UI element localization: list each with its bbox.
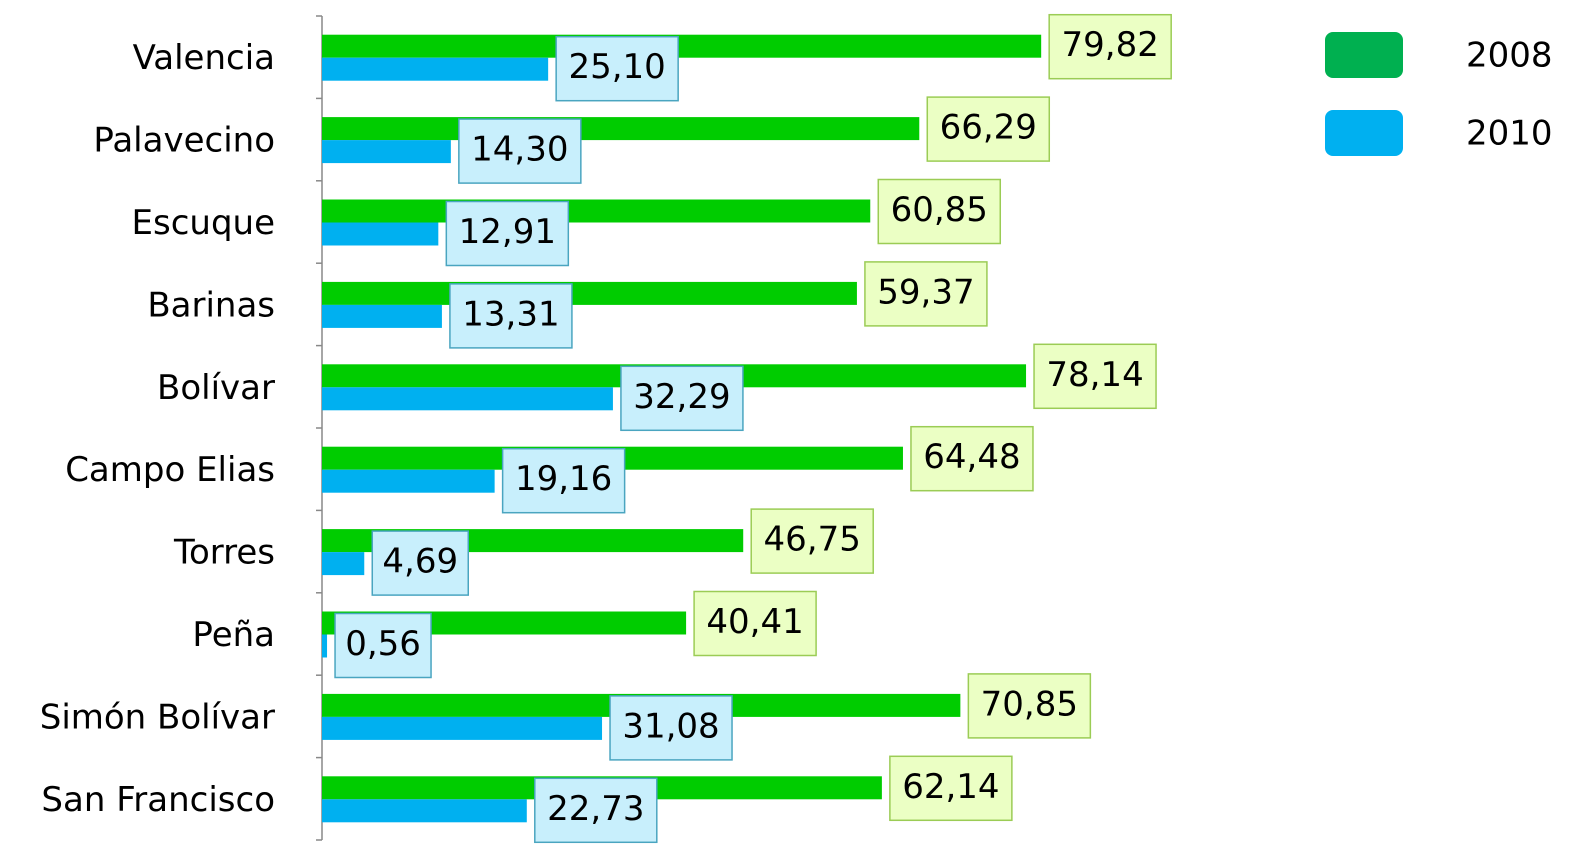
bar (322, 552, 365, 576)
category-label: Escuque (132, 203, 276, 243)
value-label: 70,85 (981, 684, 1078, 724)
category-label: San Francisco (41, 780, 275, 820)
value-label-box (534, 777, 658, 844)
value-label: 12,91 (459, 212, 556, 252)
category-label: Valencia (133, 38, 275, 78)
bar (322, 222, 439, 246)
category-label: Bolívar (157, 368, 275, 408)
category-label: Barinas (147, 285, 275, 325)
value-label-box (1033, 343, 1157, 410)
value-label-box (1048, 13, 1172, 80)
value-label-box (501, 447, 626, 514)
category-label: Palavecino (93, 121, 275, 161)
value-label: 32,29 (633, 377, 730, 417)
value-label-box (620, 365, 744, 432)
category-label: Campo Elias (65, 450, 275, 490)
value-label-box (967, 673, 1092, 739)
bar (322, 117, 920, 141)
value-label-box (555, 35, 679, 102)
value-label: 62,14 (902, 767, 999, 807)
bar (322, 387, 613, 411)
value-label: 79,82 (1062, 25, 1159, 65)
value-label: 46,75 (764, 520, 861, 560)
category-label: Simón Bolívar (40, 697, 275, 737)
bar (322, 304, 442, 328)
category-label: Torres (173, 533, 275, 573)
category-label: Peña (192, 615, 275, 655)
bar (322, 281, 857, 305)
value-label-box (609, 695, 733, 761)
legend-swatch (1325, 110, 1403, 156)
value-label-box (334, 612, 432, 679)
value-label: 25,10 (568, 47, 665, 87)
bar (322, 34, 1042, 58)
bar (322, 469, 495, 493)
value-label: 13,31 (462, 294, 559, 334)
value-label-box (877, 178, 1002, 245)
value-label-box (910, 425, 1034, 492)
value-label-box (445, 200, 570, 267)
value-label: 19,16 (515, 459, 612, 499)
value-label-box (750, 508, 874, 574)
value-label: 4,69 (382, 542, 458, 582)
bar (322, 140, 451, 164)
bar (322, 199, 871, 223)
bar (322, 716, 603, 740)
value-label-box (458, 118, 582, 184)
value-label: 14,30 (471, 130, 568, 170)
value-label: 40,41 (706, 602, 803, 642)
value-label: 64,48 (923, 437, 1020, 477)
value-label: 0,56 (345, 624, 421, 664)
value-label-box (693, 590, 817, 657)
value-label: 78,14 (1046, 355, 1143, 395)
bar (322, 57, 549, 81)
value-label-box (889, 755, 1013, 822)
value-label: 60,85 (891, 190, 988, 230)
value-label: 22,73 (547, 789, 644, 829)
bar (322, 634, 328, 658)
value-label: 31,08 (622, 706, 719, 746)
value-label-box (449, 283, 573, 349)
value-label: 59,37 (877, 272, 974, 312)
legend-swatch (1325, 32, 1403, 78)
value-label-box (926, 96, 1051, 162)
value-label: 66,29 (940, 108, 1037, 148)
value-label-box (864, 261, 988, 327)
legend-label: 2010 (1466, 114, 1553, 154)
legend-label: 2008 (1466, 36, 1553, 76)
value-label-box (371, 530, 470, 596)
bar (322, 799, 527, 823)
